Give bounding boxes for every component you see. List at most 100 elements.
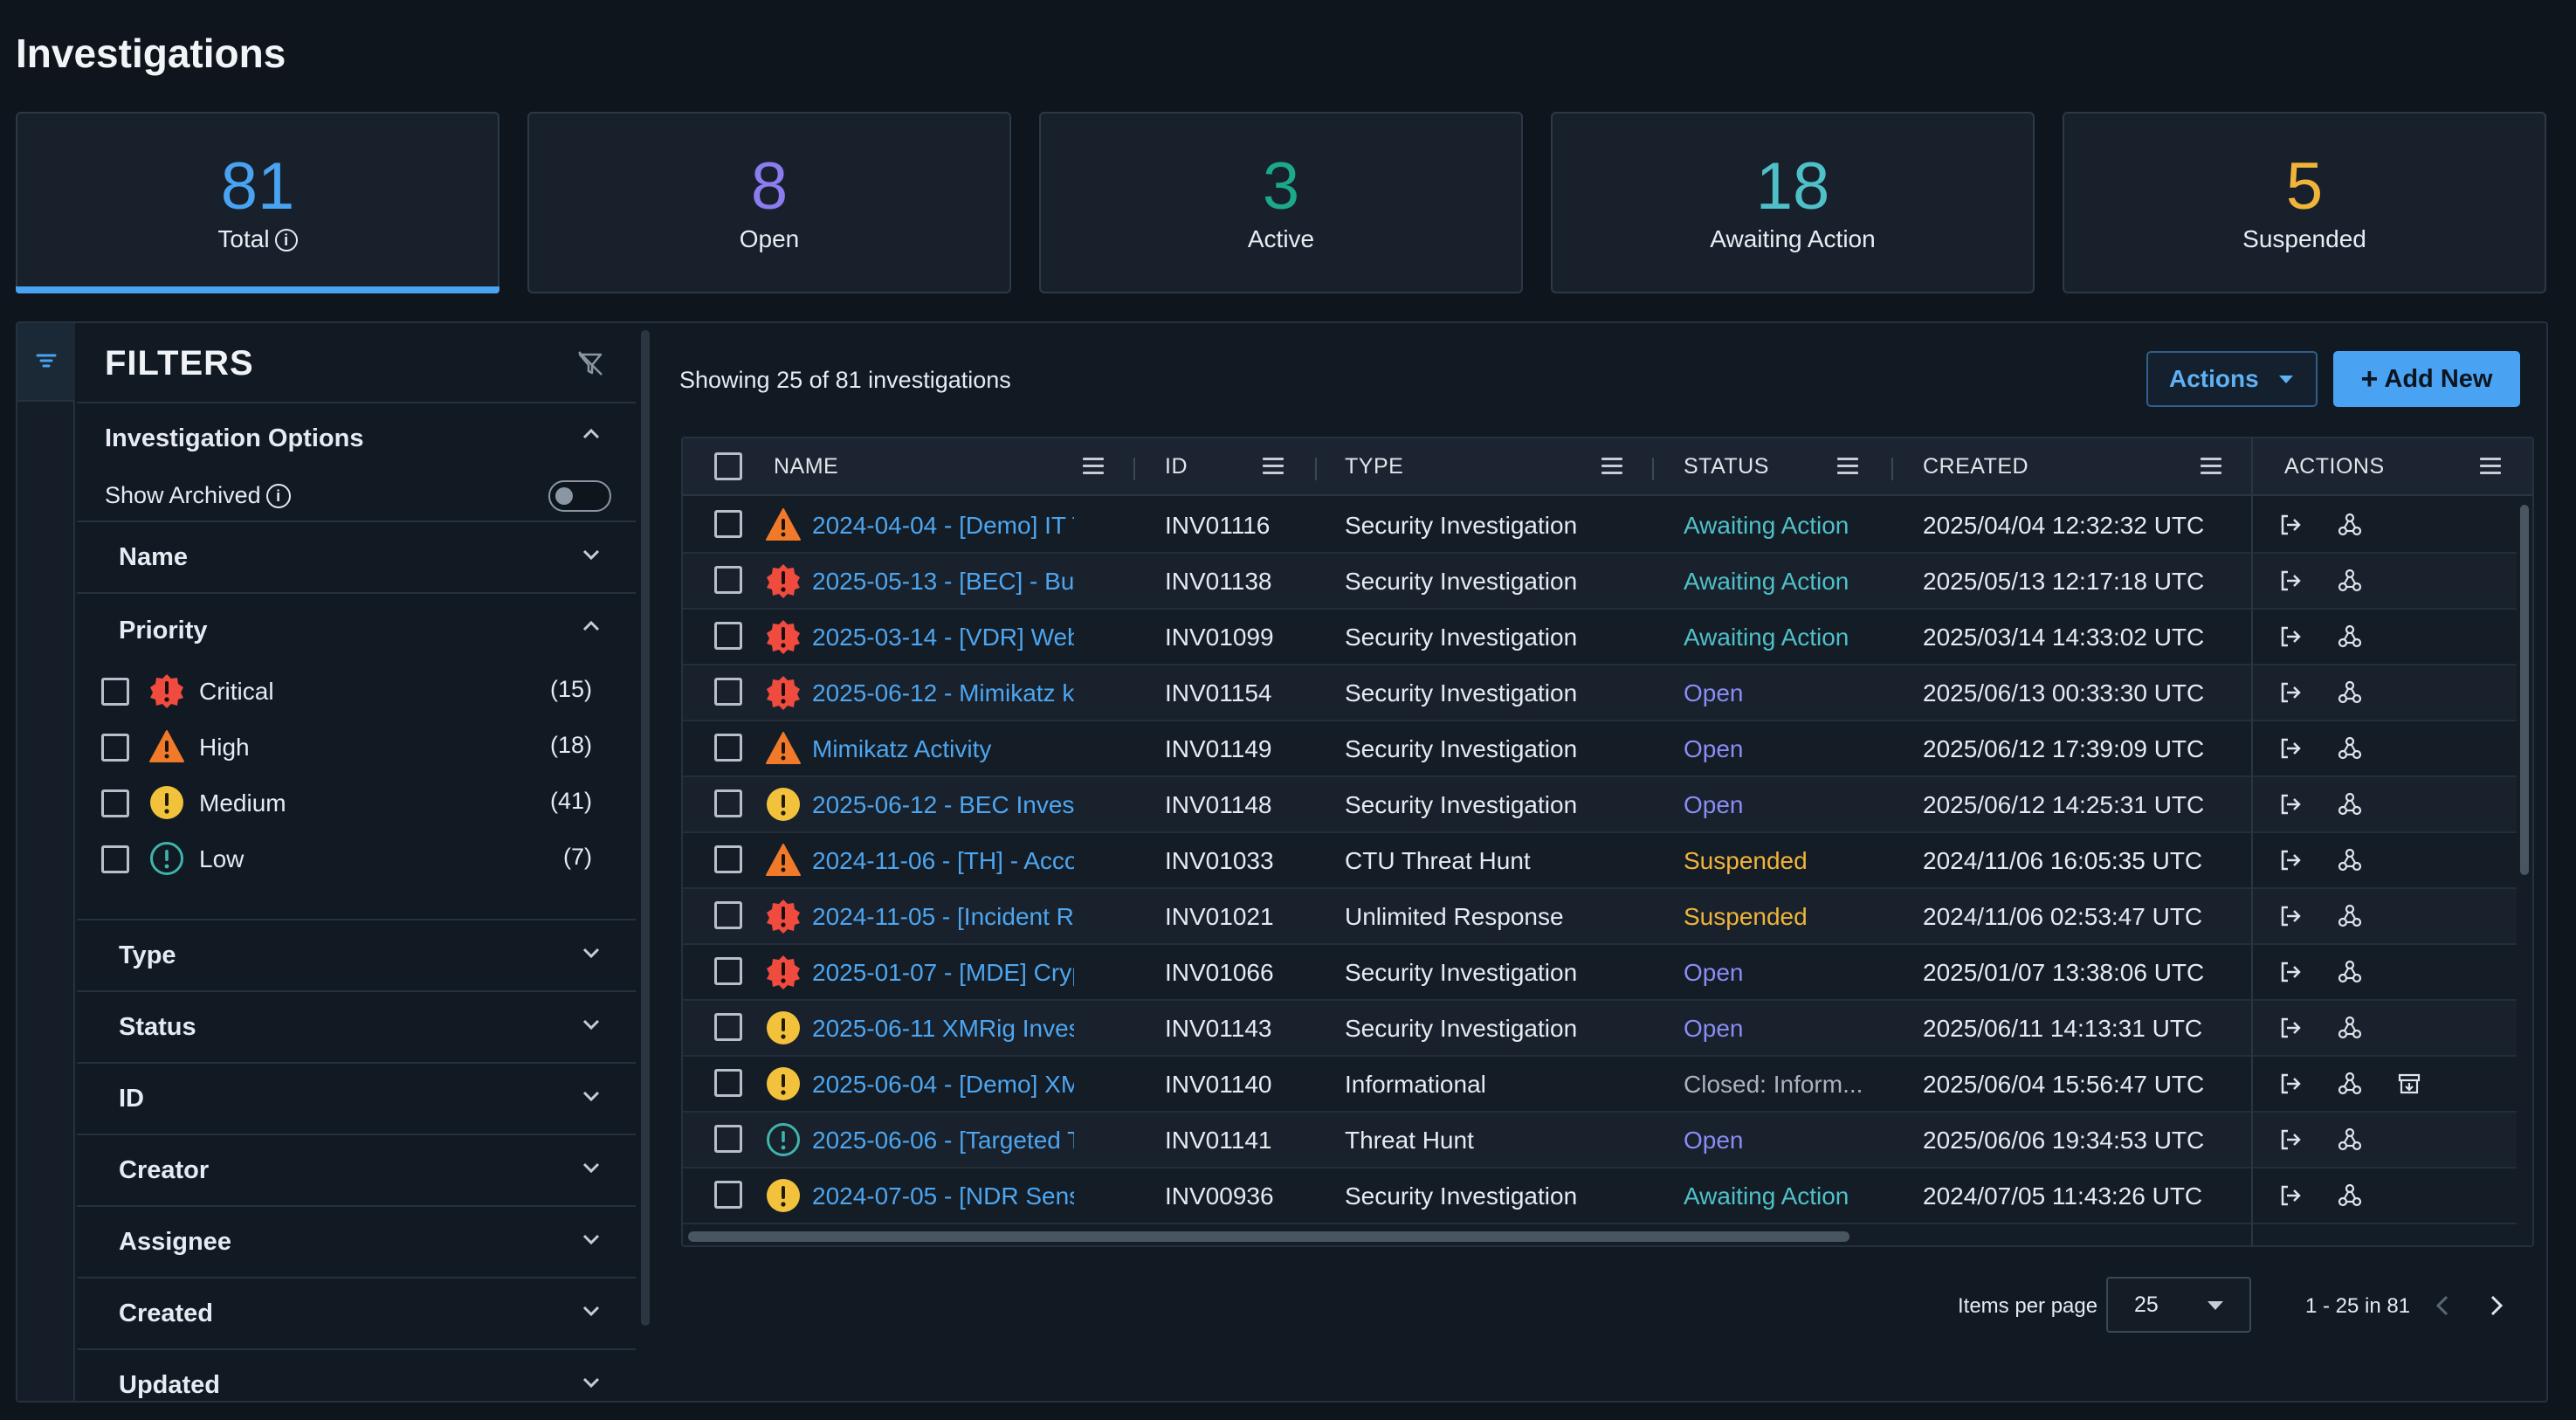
- add-new-button[interactable]: + Add New: [2333, 351, 2520, 407]
- table-row[interactable]: 2025-05-13 - [BEC] - Busin INV01138 Securi…: [683, 554, 2517, 610]
- open-investigation-icon[interactable]: [2277, 791, 2304, 817]
- row-checkbox[interactable]: [714, 1013, 742, 1041]
- open-investigation-icon[interactable]: [2277, 1127, 2304, 1153]
- investigation-name-link[interactable]: 2025-03-14 - [VDR] Web S: [812, 624, 1074, 651]
- priority-checkbox[interactable]: [101, 789, 129, 817]
- filter-toggle-button[interactable]: [17, 323, 75, 402]
- chevron-down-icon[interactable]: [578, 1085, 604, 1111]
- graph-view-icon[interactable]: [2337, 1127, 2363, 1153]
- column-menu-icon[interactable]: [1601, 458, 1622, 475]
- vertical-scrollbar[interactable]: [2520, 505, 2529, 875]
- graph-view-icon[interactable]: [2337, 847, 2363, 873]
- table-row[interactable]: 2025-06-06 - [Targeted Thr INV01141 Threat…: [683, 1113, 2517, 1168]
- row-checkbox[interactable]: [714, 957, 742, 985]
- open-investigation-icon[interactable]: [2277, 679, 2304, 706]
- table-row[interactable]: 2025-03-14 - [VDR] Web S INV01099 Security…: [683, 610, 2517, 665]
- row-checkbox[interactable]: [714, 510, 742, 538]
- row-checkbox[interactable]: [714, 789, 742, 817]
- open-investigation-icon[interactable]: [2277, 903, 2304, 929]
- graph-view-icon[interactable]: [2337, 903, 2363, 929]
- info-icon[interactable]: i: [265, 484, 291, 508]
- chevron-up-icon[interactable]: [578, 423, 604, 449]
- stat-card-open[interactable]: 8 Open: [527, 112, 1011, 293]
- filters-scrollbar[interactable]: [641, 330, 650, 1326]
- priority-option-high[interactable]: High (18): [101, 725, 625, 769]
- investigation-name-link[interactable]: 2024-11-05 - [Incident Res: [812, 903, 1074, 930]
- items-per-page-select[interactable]: 25: [2106, 1277, 2251, 1333]
- open-investigation-icon[interactable]: [2277, 512, 2304, 538]
- col-header-id[interactable]: ID: [1165, 454, 1188, 479]
- graph-view-icon[interactable]: [2337, 959, 2363, 985]
- table-row[interactable]: 2025-06-12 - BEC Investiga INV01148 Securi…: [683, 777, 2517, 833]
- chevron-down-icon[interactable]: [578, 1156, 604, 1182]
- stat-card-total[interactable]: 81 Total i: [16, 112, 499, 293]
- investigation-name-link[interactable]: 2025-05-13 - [BEC] - Busin: [812, 568, 1074, 595]
- chevron-down-icon[interactable]: [578, 1013, 604, 1039]
- priority-checkbox[interactable]: [101, 678, 129, 706]
- graph-view-icon[interactable]: [2337, 1015, 2363, 1041]
- priority-title[interactable]: Priority: [119, 617, 208, 645]
- next-page-button[interactable]: [2485, 1291, 2508, 1326]
- investigation-name-link[interactable]: 2025-01-07 - [MDE] Crypto: [812, 959, 1074, 986]
- investigation-name-link[interactable]: Mimikatz Activity: [812, 735, 992, 762]
- investigation-name-link[interactable]: 2025-06-12 - Mimikatz ker: [812, 679, 1074, 707]
- chevron-down-icon[interactable]: [578, 1228, 604, 1254]
- priority-option-medium[interactable]: Medium (41): [101, 781, 625, 824]
- col-header-type[interactable]: TYPE: [1345, 454, 1404, 479]
- open-investigation-icon[interactable]: [2277, 624, 2304, 650]
- priority-option-low[interactable]: Low (7): [101, 837, 625, 880]
- graph-view-icon[interactable]: [2337, 1071, 2363, 1097]
- info-icon[interactable]: i: [274, 229, 298, 252]
- row-checkbox[interactable]: [714, 1181, 742, 1209]
- chevron-down-icon[interactable]: [578, 543, 604, 569]
- graph-view-icon[interactable]: [2337, 624, 2363, 650]
- column-divider[interactable]: [1652, 458, 1654, 480]
- open-investigation-icon[interactable]: [2277, 847, 2304, 873]
- table-row[interactable]: 2025-01-07 - [MDE] Crypto INV01066 Securit…: [683, 945, 2517, 1001]
- filter-section-status[interactable]: Status: [77, 992, 636, 1064]
- graph-view-icon[interactable]: [2337, 735, 2363, 762]
- actions-dropdown-button[interactable]: Actions: [2146, 351, 2318, 407]
- graph-view-icon[interactable]: [2337, 568, 2363, 594]
- show-archived-toggle[interactable]: [548, 480, 611, 512]
- investigation-name-link[interactable]: 2025-06-06 - [Targeted Thr: [812, 1127, 1074, 1154]
- open-investigation-icon[interactable]: [2277, 1071, 2304, 1097]
- filter-section-name[interactable]: Name: [77, 522, 636, 594]
- column-menu-icon[interactable]: [2201, 458, 2221, 475]
- filter-section-updated[interactable]: Updated: [77, 1350, 636, 1420]
- priority-checkbox[interactable]: [101, 734, 129, 762]
- col-header-name[interactable]: NAME: [774, 454, 839, 479]
- column-divider[interactable]: [1133, 458, 1135, 480]
- open-investigation-icon[interactable]: [2277, 735, 2304, 762]
- column-divider[interactable]: [1315, 458, 1317, 480]
- chevron-down-icon[interactable]: [578, 1299, 604, 1326]
- open-investigation-icon[interactable]: [2277, 959, 2304, 985]
- table-row[interactable]: 2024-11-06 - [TH] - Accou INV01033 CTU Thr…: [683, 833, 2517, 889]
- row-checkbox[interactable]: [714, 1125, 742, 1153]
- column-menu-icon[interactable]: [2480, 458, 2501, 475]
- column-menu-icon[interactable]: [1083, 458, 1104, 475]
- filter-section-created[interactable]: Created: [77, 1279, 636, 1350]
- table-row[interactable]: 2024-04-04 - [Demo] IT Te INV01116 Securit…: [683, 498, 2517, 554]
- open-investigation-icon[interactable]: [2277, 568, 2304, 594]
- row-checkbox[interactable]: [714, 1069, 742, 1097]
- table-row[interactable]: Mimikatz Activity INV01149 Security Invest…: [683, 721, 2517, 777]
- investigation-name-link[interactable]: 2024-07-05 - [NDR Sensor: [812, 1182, 1074, 1210]
- row-checkbox[interactable]: [714, 734, 742, 762]
- filter-section-assignee[interactable]: Assignee: [77, 1207, 636, 1279]
- investigation-name-link[interactable]: 2025-06-12 - BEC Investiga: [812, 791, 1074, 818]
- filter-section-id[interactable]: ID: [77, 1064, 636, 1135]
- filter-section-creator[interactable]: Creator: [77, 1135, 636, 1207]
- col-header-created[interactable]: CREATED: [1923, 454, 2029, 479]
- row-checkbox[interactable]: [714, 901, 742, 929]
- graph-view-icon[interactable]: [2337, 512, 2363, 538]
- table-row[interactable]: 2024-11-05 - [Incident Res INV01021 Unlimi…: [683, 889, 2517, 945]
- investigation-name-link[interactable]: 2024-04-04 - [Demo] IT Te: [812, 512, 1074, 539]
- row-checkbox[interactable]: [714, 678, 742, 706]
- horizontal-scrollbar[interactable]: [688, 1231, 1849, 1242]
- chevron-down-icon[interactable]: [578, 1371, 604, 1397]
- stat-card-awaiting-action[interactable]: 18 Awaiting Action: [1551, 112, 2035, 293]
- chevron-down-icon[interactable]: [578, 941, 604, 968]
- priority-option-critical[interactable]: Critical (15): [101, 669, 625, 713]
- select-all-checkbox[interactable]: [714, 452, 742, 480]
